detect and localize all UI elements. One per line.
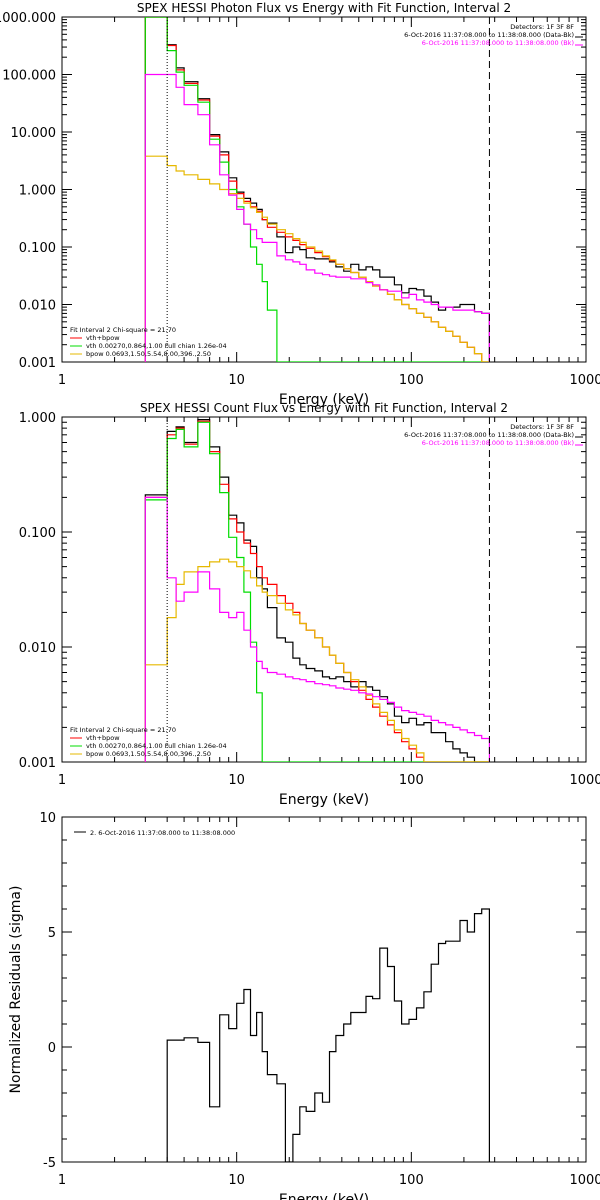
y-tick-label: 0.010 [19, 641, 56, 656]
x-tick-label: 1000 [569, 373, 600, 388]
legend-entry: bpow 0.0693,1.50,5.54,8.00,396.,2.50 [86, 350, 211, 358]
series-residuals [166, 908, 490, 1162]
x-tick-label: 100 [399, 773, 424, 788]
plot-area [144, 419, 490, 762]
header-line: 6-Oct-2016 11:37:08.000 to 11:38:08.000 … [422, 39, 574, 47]
y-axis-label: Normalized Residuals (sigma) [8, 886, 24, 1094]
y-tick-label: 0 [48, 1041, 56, 1056]
legend-entry: vth+bpow [86, 734, 120, 742]
x-tick-label: 1000 [569, 1173, 600, 1188]
plot-area [144, 17, 490, 362]
legend-entry: vth 0.00270,0.864,1.00 Full chian 1.26e-… [86, 342, 227, 350]
legend-entry: vth 0.00270,0.864,1.00 Full chian 1.26e-… [86, 742, 227, 750]
series-bpow [144, 558, 490, 762]
chart-title: SPEX HESSI Photon Flux vs Energy with Fi… [137, 1, 511, 15]
y-tick-label: 0.100 [19, 241, 56, 256]
series-vth+bpow [144, 17, 490, 362]
x-tick-label: 10 [228, 1173, 245, 1188]
y-tick-label: 5 [48, 926, 56, 941]
x-tick-label: 1000 [569, 773, 600, 788]
plot-frame [61, 416, 587, 763]
series-data [144, 17, 490, 362]
legend-entry: vth+bpow [86, 334, 120, 342]
chart-panel-2: SPEX HESSI Count Flux vs Energy with Fit… [19, 401, 600, 808]
y-tick-label: 10 [39, 811, 56, 826]
x-tick-label: 100 [399, 373, 424, 388]
plot-frame [61, 16, 587, 363]
x-tick-label: 100 [399, 1173, 424, 1188]
y-tick-label: 1000.000 [0, 11, 56, 26]
legend-entry: bpow 0.0693,1.50,5.54,8.00,396.,2.50 [86, 750, 211, 758]
x-tick-label: 1 [58, 773, 66, 788]
plot-area [166, 908, 490, 1162]
y-tick-label: 100.000 [2, 69, 56, 84]
x-axis-label: Energy (keV) [279, 792, 369, 808]
plot-frame [61, 816, 587, 1163]
chart-panel-1: SPEX HESSI Photon Flux vs Energy with Fi… [0, 1, 600, 408]
header-line: 6-Oct-2016 11:37:08.000 to 11:38:08.000 … [422, 439, 574, 447]
y-tick-label: 0.100 [19, 526, 56, 541]
series-background [144, 496, 490, 762]
series-data [144, 419, 490, 762]
y-tick-label: 0.010 [19, 299, 56, 314]
y-tick-label: -5 [43, 1156, 56, 1171]
x-axis-label: Energy (keV) [279, 1192, 369, 1200]
series-vth [144, 421, 490, 762]
y-tick-label: 10.000 [11, 126, 57, 141]
header-line: 6-Oct-2016 11:37:08.000 to 11:38:08.000 … [404, 431, 574, 439]
legend-entry: Fit Interval 2 Chi-square = 21.70 [70, 726, 176, 734]
y-tick-label: 1.000 [19, 411, 56, 426]
legend-entry: Fit Interval 2 Chi-square = 21.70 [70, 326, 176, 334]
chart-title: SPEX HESSI Count Flux vs Energy with Fit… [140, 401, 508, 415]
series-vth [144, 17, 490, 362]
header-line: Detectors: 1F 3F 8F [510, 423, 574, 431]
x-tick-label: 1 [58, 1173, 66, 1188]
y-tick-label: 0.001 [19, 356, 56, 371]
chart-panel-3: 1 10 100 1000 Energy (keV) 10 5 0 -5 Normalized R… [8, 811, 600, 1200]
header-line: 6-Oct-2016 11:37:08.000 to 11:38:08.000 … [404, 31, 574, 39]
x-tick-label: 1 [58, 373, 66, 388]
y-tick-label: 0.001 [19, 756, 56, 771]
y-tick-label: 1.000 [19, 184, 56, 199]
x-tick-label: 10 [228, 773, 245, 788]
header-line: Detectors: 1F 3F 8F [510, 23, 574, 31]
legend-entry: 2. 6-Oct-2016 11:37:08.000 to 11:38:08.0… [90, 829, 235, 837]
x-tick-label: 10 [228, 373, 245, 388]
x-axis-label: Energy (keV) [279, 392, 369, 408]
series-background [144, 73, 490, 362]
